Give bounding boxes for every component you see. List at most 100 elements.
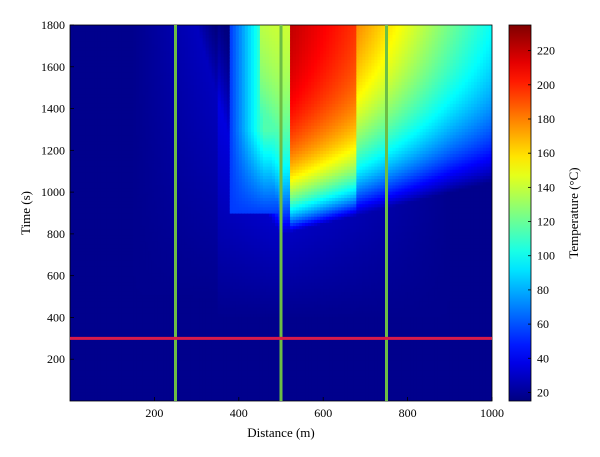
- heatmap-cell: [106, 253, 110, 258]
- heatmap-cell: [184, 341, 189, 346]
- heatmap-cell: [166, 241, 171, 245]
- heatmap-cell: [142, 303, 146, 308]
- heatmap-cell: [70, 172, 74, 176]
- heatmap-cell: [148, 40, 152, 45]
- heatmap-cell: [157, 147, 162, 151]
- heatmap-cell: [85, 31, 89, 35]
- heatmap-cell: [73, 213, 77, 217]
- heatmap-cell: [148, 128, 152, 133]
- heatmap-cell: [136, 181, 140, 186]
- heatmap-cell: [163, 175, 168, 180]
- heatmap-cell: [88, 140, 92, 145]
- heatmap-cell: [139, 162, 143, 167]
- heatmap-cell: [91, 153, 95, 158]
- heatmap-cell: [112, 131, 116, 136]
- heatmap-cell: [178, 112, 183, 117]
- heatmap-cell: [124, 285, 128, 289]
- heatmap-cell: [169, 247, 174, 252]
- heatmap-cell: [109, 184, 113, 189]
- heatmap-cell: [133, 222, 137, 227]
- heatmap-cell: [121, 169, 125, 173]
- heatmap-cell: [82, 147, 86, 151]
- heatmap-cell: [79, 153, 83, 158]
- heatmap-cell: [175, 125, 180, 129]
- heatmap-cell: [109, 81, 113, 86]
- heatmap-cell: [175, 385, 180, 390]
- heatmap-cell: [127, 43, 131, 48]
- heatmap-cell: [151, 65, 155, 70]
- heatmap-cell: [190, 43, 195, 48]
- heatmap-cell: [109, 112, 113, 117]
- heatmap-cell: [124, 187, 128, 192]
- heatmap-cell: [178, 281, 183, 286]
- heatmap-cell: [94, 375, 98, 380]
- heatmap-cell: [190, 147, 195, 151]
- heatmap-cell: [184, 131, 189, 136]
- heatmap-cell: [88, 137, 92, 142]
- heatmap-cell: [73, 357, 77, 361]
- heatmap-cell: [184, 332, 189, 336]
- heatmap-cell: [73, 241, 77, 245]
- heatmap-cell: [145, 153, 149, 158]
- heatmap-cell: [94, 234, 98, 239]
- heatmap-cell: [142, 128, 146, 133]
- heatmap-cell: [160, 222, 165, 227]
- heatmap-cell: [79, 363, 83, 368]
- heatmap-cell: [151, 391, 155, 396]
- heatmap-cell: [70, 391, 74, 396]
- heatmap-cell: [88, 213, 92, 217]
- heatmap-cell: [169, 316, 174, 321]
- heatmap-cell: [139, 178, 143, 183]
- heatmap-cell: [118, 332, 122, 336]
- heatmap-cell: [184, 391, 189, 396]
- heatmap-cell: [145, 28, 149, 32]
- heatmap-cell: [124, 322, 128, 327]
- heatmap-cell: [157, 344, 162, 349]
- heatmap-cell: [112, 332, 116, 336]
- heatmap-cell: [112, 297, 116, 302]
- heatmap-cell: [184, 153, 189, 158]
- heatmap-cell: [181, 68, 186, 73]
- heatmap-cell: [73, 122, 77, 126]
- heatmap-cell: [109, 310, 113, 314]
- heatmap-cell: [82, 97, 86, 101]
- heatmap-cell: [169, 184, 174, 189]
- heatmap-cell: [169, 75, 174, 79]
- heatmap-cell: [130, 28, 134, 32]
- heatmap-cell: [139, 307, 143, 311]
- heatmap-cell: [124, 31, 128, 35]
- heatmap-cell: [181, 250, 186, 255]
- heatmap-cell: [193, 297, 198, 302]
- heatmap-cell: [85, 37, 89, 42]
- heatmap-cell: [154, 328, 159, 333]
- heatmap-cell: [187, 391, 192, 396]
- heatmap-cell: [148, 285, 152, 289]
- heatmap-cell: [154, 338, 159, 343]
- heatmap-cell: [79, 28, 83, 32]
- heatmap-cell: [103, 100, 107, 104]
- heatmap-cell: [103, 153, 107, 158]
- heatmap-cell: [70, 385, 74, 390]
- heatmap-cell: [106, 391, 110, 396]
- heatmap-cell: [178, 131, 183, 136]
- heatmap-cell: [112, 125, 116, 129]
- heatmap-cell: [91, 150, 95, 155]
- heatmap-cell: [79, 194, 83, 198]
- heatmap-cell: [136, 84, 140, 89]
- heatmap-cell: [181, 184, 186, 189]
- heatmap-cell: [151, 194, 155, 198]
- heatmap-cell: [178, 43, 183, 48]
- heatmap-cell: [115, 385, 119, 390]
- heatmap-cell: [139, 172, 143, 176]
- heatmap-cell: [121, 213, 125, 217]
- heatmap-cell: [91, 372, 95, 377]
- heatmap-cell: [190, 122, 195, 126]
- heatmap-cell: [187, 216, 192, 220]
- heatmap-cell: [181, 65, 186, 70]
- heatmap-cell: [154, 303, 159, 308]
- heatmap-cell: [136, 219, 140, 223]
- heatmap-cell: [169, 363, 174, 368]
- heatmap-cell: [76, 231, 80, 236]
- heatmap-cell: [115, 68, 119, 73]
- heatmap-cell: [97, 341, 101, 346]
